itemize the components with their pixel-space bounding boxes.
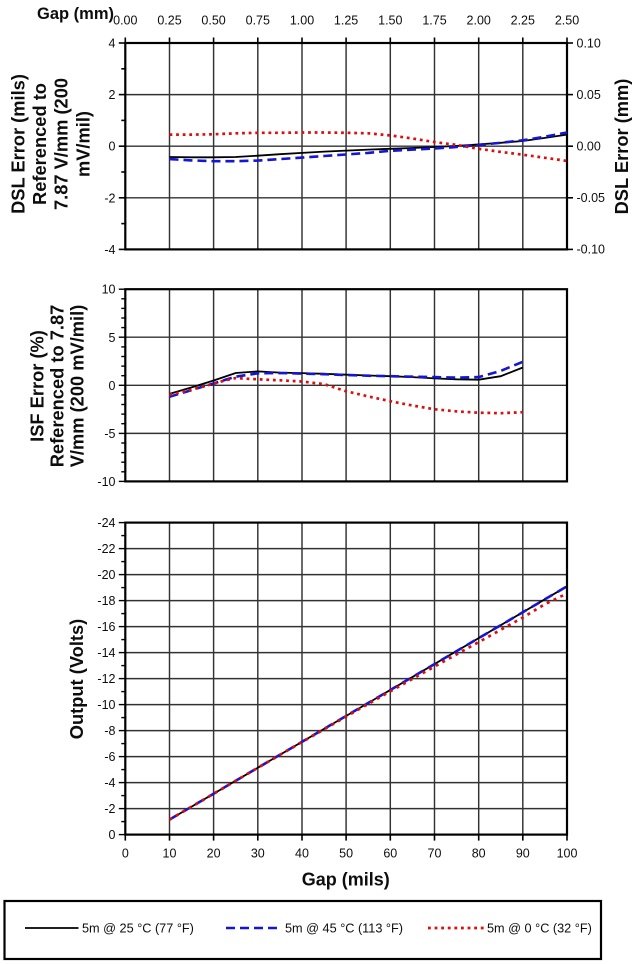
svg-text:0.50: 0.50 [201,14,225,28]
svg-text:0.05: 0.05 [577,88,601,102]
svg-text:1.50: 1.50 [378,14,402,28]
svg-text:-2: -2 [104,191,115,205]
svg-text:Gap (mm): Gap (mm) [37,5,114,23]
svg-text:0.10: 0.10 [577,36,601,50]
svg-text:-10: -10 [97,698,115,712]
svg-text:60: 60 [383,847,397,861]
svg-text:0.00: 0.00 [113,14,137,28]
svg-text:20: 20 [207,847,221,861]
svg-text:10: 10 [102,283,116,297]
svg-text:-14: -14 [97,646,115,660]
svg-text:100: 100 [557,847,578,861]
svg-text:5m @ 0 °C (32 °F): 5m @ 0 °C (32 °F) [487,922,592,936]
svg-text:2: 2 [109,88,116,102]
svg-text:Referenced to: Referenced to [29,83,50,205]
svg-text:-18: -18 [97,594,115,608]
svg-text:-6: -6 [104,750,115,764]
svg-text:10: 10 [163,847,177,861]
svg-text:0.25: 0.25 [157,14,181,28]
svg-text:DSL Error (mm): DSL Error (mm) [611,79,632,215]
svg-text:0.00: 0.00 [577,140,601,154]
svg-text:70: 70 [428,847,442,861]
svg-text:0: 0 [122,847,129,861]
svg-text:-4: -4 [104,776,115,790]
svg-text:40: 40 [295,847,309,861]
svg-text:80: 80 [472,847,486,861]
svg-text:0: 0 [109,379,116,393]
svg-text:-22: -22 [97,542,115,556]
svg-text:-2: -2 [104,802,115,816]
svg-text:5m @ 25 °C (77 °F): 5m @ 25 °C (77 °F) [82,922,194,936]
svg-text:V/mm (200 mV/mil): V/mm (200 mV/mil) [66,305,87,468]
svg-text:Gap (mils): Gap (mils) [302,870,390,890]
svg-text:1.25: 1.25 [334,14,358,28]
svg-text:-8: -8 [104,724,115,738]
svg-text:-4: -4 [104,243,115,257]
svg-text:90: 90 [516,847,530,861]
svg-text:-5: -5 [104,427,115,441]
svg-text:-16: -16 [97,620,115,634]
svg-text:Output (Volts): Output (Volts) [66,619,87,740]
svg-text:0: 0 [109,828,116,842]
svg-text:mV/mil): mV/mil) [72,111,93,177]
svg-text:0.75: 0.75 [246,14,270,28]
svg-text:5m @ 45 °C (113 °F): 5m @ 45 °C (113 °F) [285,922,403,936]
svg-text:0: 0 [109,140,116,154]
svg-text:-0.05: -0.05 [577,191,606,205]
svg-text:5: 5 [109,331,116,345]
svg-text:2.50: 2.50 [555,14,579,28]
svg-text:ISF Error (%): ISF Error (%) [26,330,47,442]
svg-text:-20: -20 [97,568,115,582]
svg-text:2.25: 2.25 [511,14,535,28]
svg-text:2.00: 2.00 [467,14,491,28]
svg-text:1.75: 1.75 [422,14,446,28]
svg-text:7.87 V/mm (200: 7.87 V/mm (200 [51,78,72,210]
svg-text:-24: -24 [97,516,115,530]
svg-text:50: 50 [339,847,353,861]
svg-text:4: 4 [109,37,116,51]
svg-text:-0.10: -0.10 [577,243,606,257]
svg-text:30: 30 [251,847,265,861]
svg-text:Referenced to 7.87: Referenced to 7.87 [46,305,67,468]
svg-text:-12: -12 [97,672,115,686]
svg-text:1.00: 1.00 [290,14,314,28]
svg-text:-10: -10 [97,475,115,489]
svg-text:DSL Error (mils): DSL Error (mils) [7,74,28,214]
